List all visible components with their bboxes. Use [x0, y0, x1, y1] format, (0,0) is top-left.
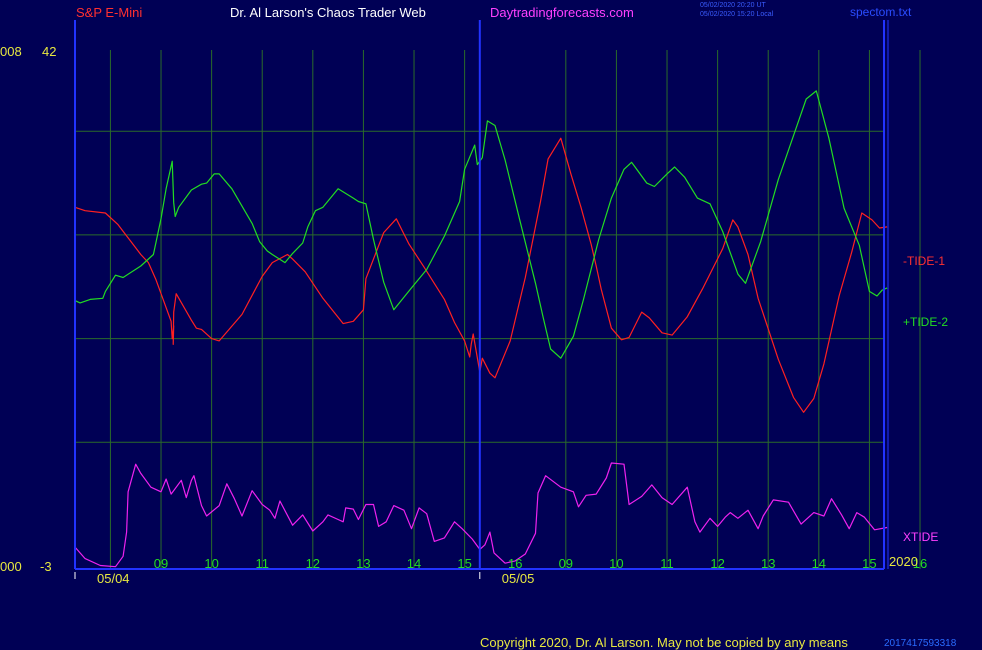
- series-line-xtide: [74, 462, 888, 568]
- x-tick-label: 10: [609, 556, 623, 571]
- date-label: 05/05: [502, 571, 535, 586]
- timestamp-local: 05/02/2020 15:20 Local: [700, 11, 774, 18]
- site-url[interactable]: Daytradingforecasts.com: [490, 5, 634, 20]
- instrument-title: S&P E-Mini: [76, 5, 143, 20]
- data-file-name: spectom.txt: [850, 5, 912, 19]
- site-title: Dr. Al Larson's Chaos Trader Web: [230, 5, 426, 20]
- x-tick-label: 15: [862, 556, 876, 571]
- x-tick-label: 09: [154, 556, 168, 571]
- x-tick-label: 14: [812, 556, 826, 571]
- timestamp-ut: 05/02/2020 20:20 UT: [700, 2, 766, 9]
- y-top-code: 008: [0, 44, 22, 59]
- y-bottom-code: 000: [0, 559, 22, 574]
- x-tick-label: 12: [306, 556, 320, 571]
- x-tick-label: 12: [710, 556, 724, 571]
- y-top-value: 42: [42, 44, 57, 59]
- x-tick-label: 16: [913, 556, 927, 571]
- date-label: 05/04: [97, 571, 130, 586]
- year-label: 2020: [889, 554, 918, 569]
- chart-grid: [75, 50, 921, 569]
- y-bottom-value: -3: [40, 559, 52, 574]
- copyright: Copyright 2020, Dr. Al Larson. May not b…: [480, 635, 848, 650]
- x-tick-label: 10: [204, 556, 218, 571]
- legend-tide-1: -TIDE-1: [903, 254, 945, 268]
- x-tick-label: 15: [457, 556, 471, 571]
- x-tick-label: 16: [508, 556, 522, 571]
- legend-xtide: XTIDE: [903, 530, 939, 544]
- x-tick-label: 11: [660, 556, 674, 571]
- series-line-tide-1: [74, 137, 888, 413]
- x-tick-label: 13: [761, 556, 775, 571]
- x-tick-label: 09: [559, 556, 573, 571]
- x-tick-label: 11: [255, 556, 269, 571]
- overflow-text: 2017417593318: [884, 638, 957, 649]
- chart-series: [74, 90, 888, 568]
- x-tick-label: 14: [407, 556, 421, 571]
- x-tick-label: 13: [356, 556, 370, 571]
- chart-frame: 09 10 11 12 13 14 15 16 09 10 11 12 13 14 15 16 05/04 05/…: [74, 20, 927, 586]
- series-line-tide-2: [74, 90, 888, 359]
- legend-tide-2: +TIDE-2: [903, 315, 949, 329]
